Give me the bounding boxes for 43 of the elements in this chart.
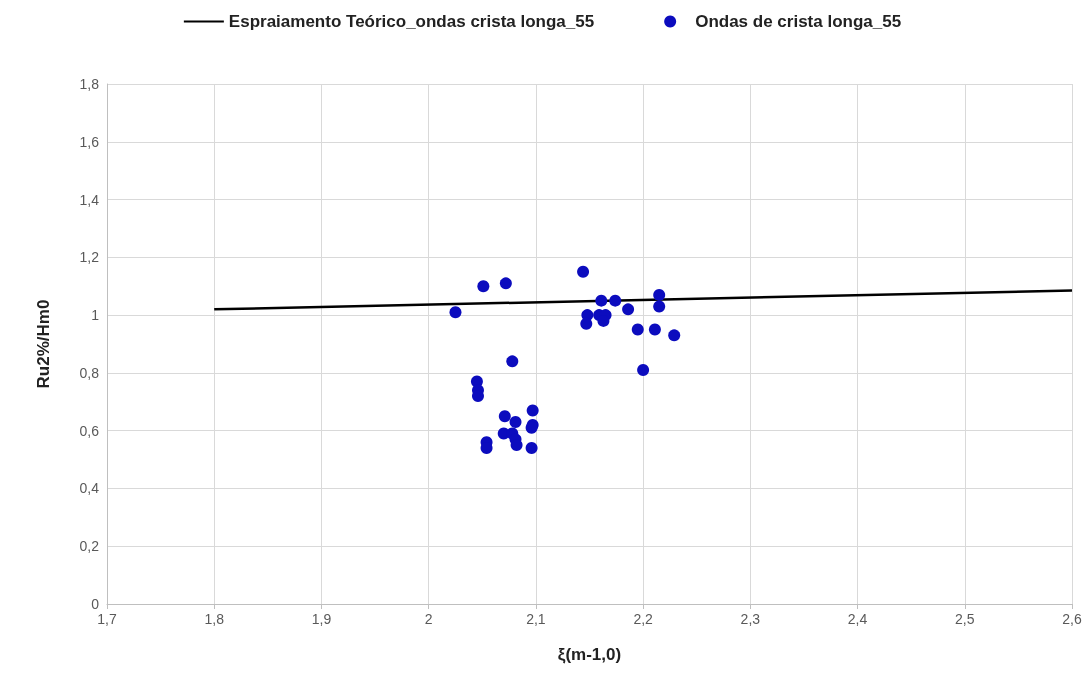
point xyxy=(577,265,590,278)
x-tick-label: 2,4 xyxy=(847,611,868,627)
point xyxy=(477,280,490,293)
point xyxy=(668,329,681,342)
x-tick-label: 2,3 xyxy=(740,611,761,627)
x-tick-label: 1,9 xyxy=(311,611,332,627)
point xyxy=(526,404,539,417)
point xyxy=(509,416,522,428)
y-tick-label: 0,6 xyxy=(79,422,100,439)
y-tick-label: 0 xyxy=(91,596,100,612)
x-tick-label: 1,8 xyxy=(204,611,225,627)
point xyxy=(525,442,538,454)
y-tick-label: 1,8 xyxy=(79,76,100,92)
point xyxy=(622,303,635,316)
point xyxy=(631,323,644,336)
point xyxy=(449,306,462,319)
point xyxy=(653,300,666,313)
y-tick-label: 1,2 xyxy=(79,249,100,266)
point xyxy=(506,355,519,368)
point xyxy=(580,317,593,330)
y-tick-label: 1,4 xyxy=(79,191,100,208)
y-tick-label: 1,6 xyxy=(79,133,100,150)
y-tick-label: 0,2 xyxy=(79,538,100,555)
x-axis-title: ξ(m-1,0) xyxy=(557,645,622,664)
point xyxy=(498,410,511,423)
x-tick-label: 2,5 xyxy=(955,611,975,627)
y-tick-label: 1 xyxy=(91,307,100,324)
y-axis-title: Ru2%/Hm0 xyxy=(34,299,53,389)
x-tick-label: 2,2 xyxy=(633,611,654,627)
point xyxy=(653,288,666,301)
point xyxy=(595,294,608,307)
point xyxy=(499,277,512,290)
legend-label: Ondas de crista longa_55 xyxy=(695,12,902,31)
x-tick-label: 2 xyxy=(424,611,433,627)
y-tick-label: 0,4 xyxy=(79,480,100,497)
x-tick-label: 2,1 xyxy=(526,611,546,627)
x-tick-label: 1,7 xyxy=(97,611,117,627)
legend-label: Espraiamento Teórico_ondas crista longa_55 xyxy=(228,12,595,31)
point xyxy=(648,323,661,336)
point xyxy=(609,294,622,307)
point xyxy=(637,364,650,376)
y-tick-label: 0,8 xyxy=(79,364,100,381)
x-tick-label: 2,6 xyxy=(1062,611,1082,627)
